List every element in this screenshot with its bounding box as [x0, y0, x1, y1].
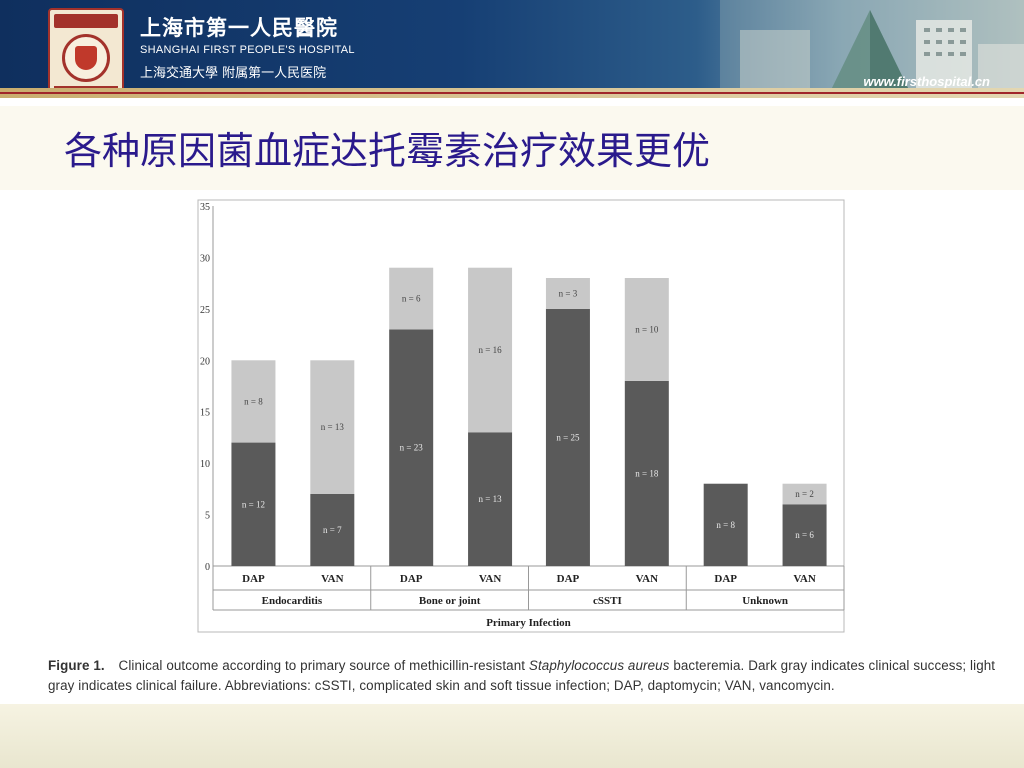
bar-success: [545, 308, 590, 566]
hospital-name-chinese: 上海市第一人民醫院: [140, 15, 338, 40]
slide-title: 各种原因菌血症达托霉素治疗效果更优: [64, 129, 711, 173]
bar-success: [468, 432, 513, 566]
bar-label-failure: n = 10: [635, 324, 659, 334]
y-tick-label: 0: [205, 562, 210, 573]
bar-label-failure: n = 2: [795, 489, 814, 499]
x-group-label: cSSTI: [593, 595, 622, 607]
bar-failure: [624, 278, 669, 381]
bar-label-success: n = 7: [323, 525, 342, 535]
bar-failure: [389, 267, 434, 330]
bar-failure: [231, 360, 276, 443]
x-category-label: VAN: [321, 573, 343, 585]
hospital-name-english: SHANGHAI FIRST PEOPLE'S HOSPITAL: [140, 44, 355, 56]
y-tick-label: 5: [205, 511, 210, 522]
x-group-label: Bone or joint: [419, 595, 481, 607]
bar-failure: [468, 267, 513, 433]
bar-label-success: n = 18: [635, 468, 659, 478]
title-background: [0, 106, 1024, 190]
y-tick-label: 20: [200, 356, 210, 367]
caption-text-part1: Clinical outcome according to primary so…: [118, 658, 526, 673]
chart-svg: 0 5 10 15 20 25 30 35 n = 12 n = 8 DAP n = 7 n = 13 V…: [197, 199, 845, 633]
header-red-line: [0, 92, 1024, 94]
x-axis-title: Primary Infection: [486, 617, 571, 629]
y-tick-label: 15: [200, 408, 210, 419]
bar-failure: [782, 483, 827, 505]
x-group-label: Endocarditis: [262, 595, 323, 607]
bar-success: [231, 442, 276, 566]
bar-failure: [310, 360, 355, 494]
bar-label-success: n = 25: [556, 432, 580, 442]
y-tick-label: 10: [200, 459, 210, 470]
bar-label-failure: n = 13: [321, 422, 345, 432]
stacked-bar-chart: 0 5 10 15 20 25 30 35 n = 12 n = 8 DAP n = 7 n = 13 V…: [196, 198, 846, 634]
bar-label-failure: n = 3: [559, 288, 578, 298]
x-category-label: VAN: [479, 573, 501, 585]
x-category-label: DAP: [400, 573, 423, 585]
x-category-label: VAN: [793, 573, 815, 585]
bar-success: [624, 380, 669, 566]
slide-header: 上海市第一人民醫院 SHANGHAI FIRST PEOPLE'S HOSPIT…: [0, 0, 1024, 98]
x-category-label: VAN: [636, 573, 658, 585]
bar-success: [310, 494, 355, 566]
bar-success: [782, 504, 827, 566]
y-tick-label: 25: [200, 305, 210, 316]
bar-label-success: n = 23: [400, 443, 424, 453]
bar-success: [389, 329, 434, 566]
bar-label-failure: n = 6: [402, 294, 421, 304]
y-tick-label: 30: [200, 253, 210, 264]
x-category-label: DAP: [714, 573, 737, 585]
hospital-affiliation: 上海交通大學 附属第一人民医院: [140, 66, 327, 81]
bar-label-success: n = 6: [795, 530, 814, 540]
x-category-label: DAP: [557, 573, 580, 585]
bar-label-failure: n = 16: [479, 345, 503, 355]
bar-success: [703, 483, 748, 566]
y-tick-label: 35: [200, 202, 210, 213]
footer-background: [0, 704, 1024, 768]
caption-text-part2: bacteremia. Dark gray indicates clinical…: [48, 658, 996, 693]
hospital-logo: [48, 8, 124, 98]
x-group-label: Unknown: [742, 595, 788, 607]
bar-label-success: n = 13: [479, 494, 503, 504]
chart-frame: [197, 199, 845, 633]
bar-failure: [545, 278, 590, 309]
figure-caption: Figure 1. Clinical outcome according to …: [48, 656, 998, 696]
hospital-building-image: [720, 0, 1024, 92]
bar-label-success: n = 12: [242, 499, 265, 509]
bar-label-success: n = 8: [716, 520, 735, 530]
website-url: www.firsthospital.cn: [863, 74, 990, 89]
x-category-label: DAP: [242, 573, 265, 585]
figure-label: Figure 1.: [48, 658, 105, 673]
bar-label-failure: n = 8: [244, 396, 263, 406]
caption-italic-organism: Staphylococcus aureus: [528, 658, 670, 673]
